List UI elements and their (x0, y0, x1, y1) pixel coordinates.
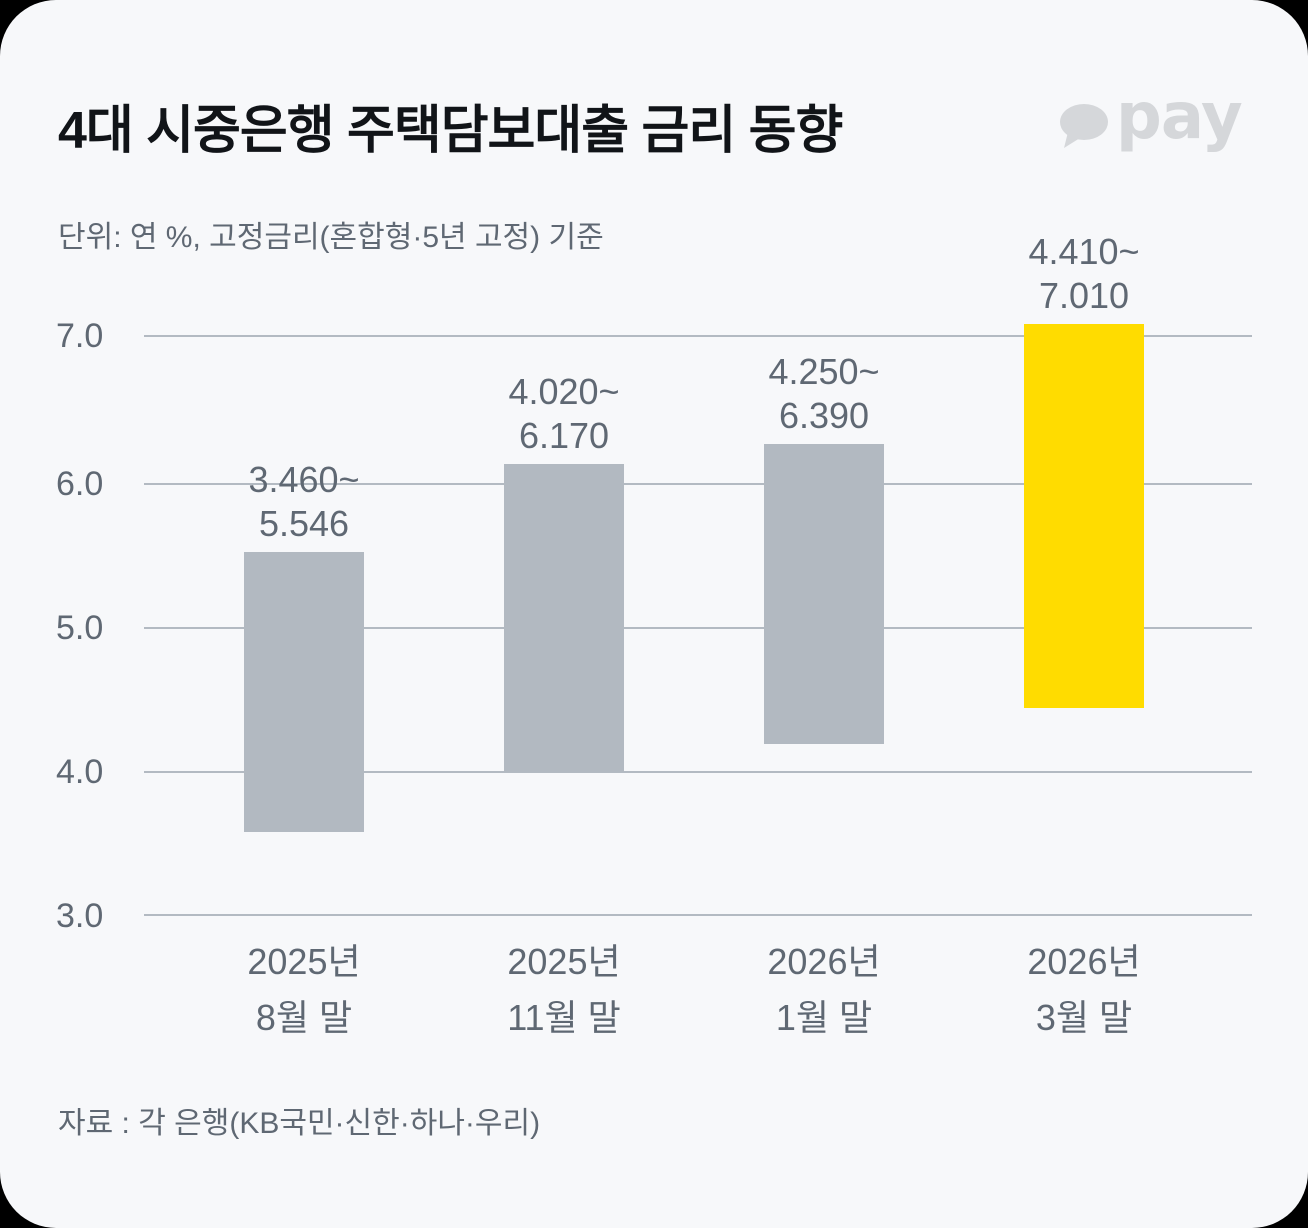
gridline (144, 914, 1252, 916)
x-tick-label: 2026년 1월 말 (704, 934, 944, 1046)
gridline (144, 771, 1252, 773)
x-tick-label: 2026년 3월 말 (964, 934, 1204, 1046)
chart-title: 4대 시중은행 주택담보대출 금리 동향 (58, 102, 843, 160)
bar-value-label: 4.410~ 7.010 (964, 230, 1204, 318)
range-high: 5.546 (258, 503, 350, 544)
x-tick-label: 2025년 11월 말 (444, 934, 684, 1046)
y-tick-label: 4.0 (56, 753, 104, 791)
range-low: 4.410~ (1028, 231, 1140, 272)
x-month: 3월 말 (1035, 997, 1133, 1038)
range-low: 4.250~ (768, 351, 880, 392)
range-low: 3.460~ (248, 459, 360, 500)
range-high: 6.390 (778, 395, 870, 436)
x-month: 1월 말 (775, 997, 873, 1038)
x-year: 2025년 (247, 941, 361, 982)
y-tick-label: 5.0 (56, 609, 104, 647)
bar-value-label: 4.020~ 6.170 (444, 370, 684, 458)
x-tick-label: 2025년 8월 말 (184, 934, 424, 1046)
range-low: 4.020~ (508, 371, 620, 412)
bar-2026-01 (764, 444, 884, 744)
chart-subtitle: 단위: 연 %, 고정금리(혼합형·5년 고정) 기준 (58, 221, 604, 254)
gridline (144, 483, 1252, 485)
x-month: 11월 말 (507, 997, 621, 1038)
bar-2025-08 (244, 552, 364, 832)
range-high: 7.010 (1038, 275, 1130, 316)
x-month: 8월 말 (255, 997, 353, 1038)
bar-2025-11 (504, 464, 624, 772)
x-year: 2026년 (767, 941, 881, 982)
x-year: 2026년 (1027, 941, 1141, 982)
gridline (144, 627, 1252, 629)
y-tick-label: 3.0 (56, 897, 104, 935)
bar-2026-03 (1024, 324, 1144, 708)
source-note: 자료 : 각 은행(KB국민·신한·하나·우리) (58, 1107, 541, 1140)
y-tick-label: 7.0 (56, 317, 104, 355)
bar-value-label: 3.460~ 5.546 (184, 458, 424, 546)
speech-bubble-icon (1060, 104, 1108, 148)
logo-text: pay (1116, 80, 1243, 154)
y-tick-label: 6.0 (56, 465, 104, 503)
bar-value-label: 4.250~ 6.390 (704, 350, 944, 438)
x-year: 2025년 (507, 941, 621, 982)
range-high: 6.170 (518, 415, 610, 456)
gridline (144, 335, 1252, 337)
kakaopay-logo: pay (1058, 80, 1243, 156)
